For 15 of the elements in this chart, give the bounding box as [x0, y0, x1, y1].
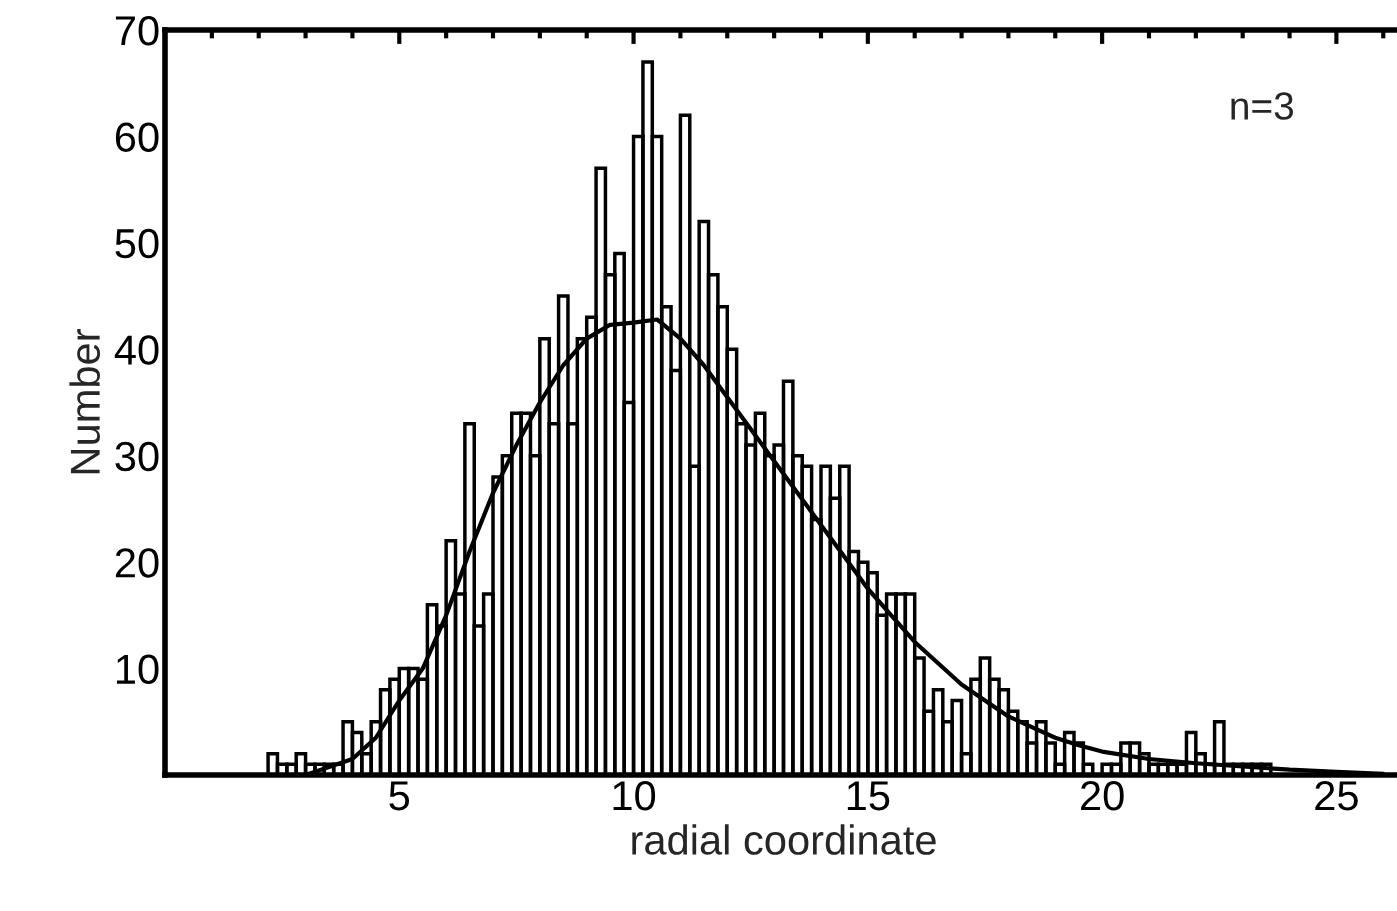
y-tick-label: 30 — [115, 441, 159, 472]
annotation: n=3 — [1231, 92, 1294, 120]
x-tick-label: 25 — [1315, 780, 1358, 811]
y-tick-label: 60 — [115, 122, 159, 152]
y-tick-label: 50 — [115, 228, 159, 259]
y-tick-label: 20 — [115, 548, 159, 578]
y-tick-label: 70 — [115, 16, 159, 46]
y-tick-label: 10 — [116, 654, 159, 685]
y-tick-label: 40 — [114, 335, 159, 365]
x-tick-label: 15 — [847, 781, 890, 811]
x-tick-label: 20 — [1081, 780, 1124, 811]
x-tick-label: 10 — [613, 780, 656, 811]
x-axis-title: radial coordinate — [632, 824, 936, 855]
y-axis-title: Number — [69, 329, 101, 474]
x-tick-label: 5 — [389, 781, 410, 811]
